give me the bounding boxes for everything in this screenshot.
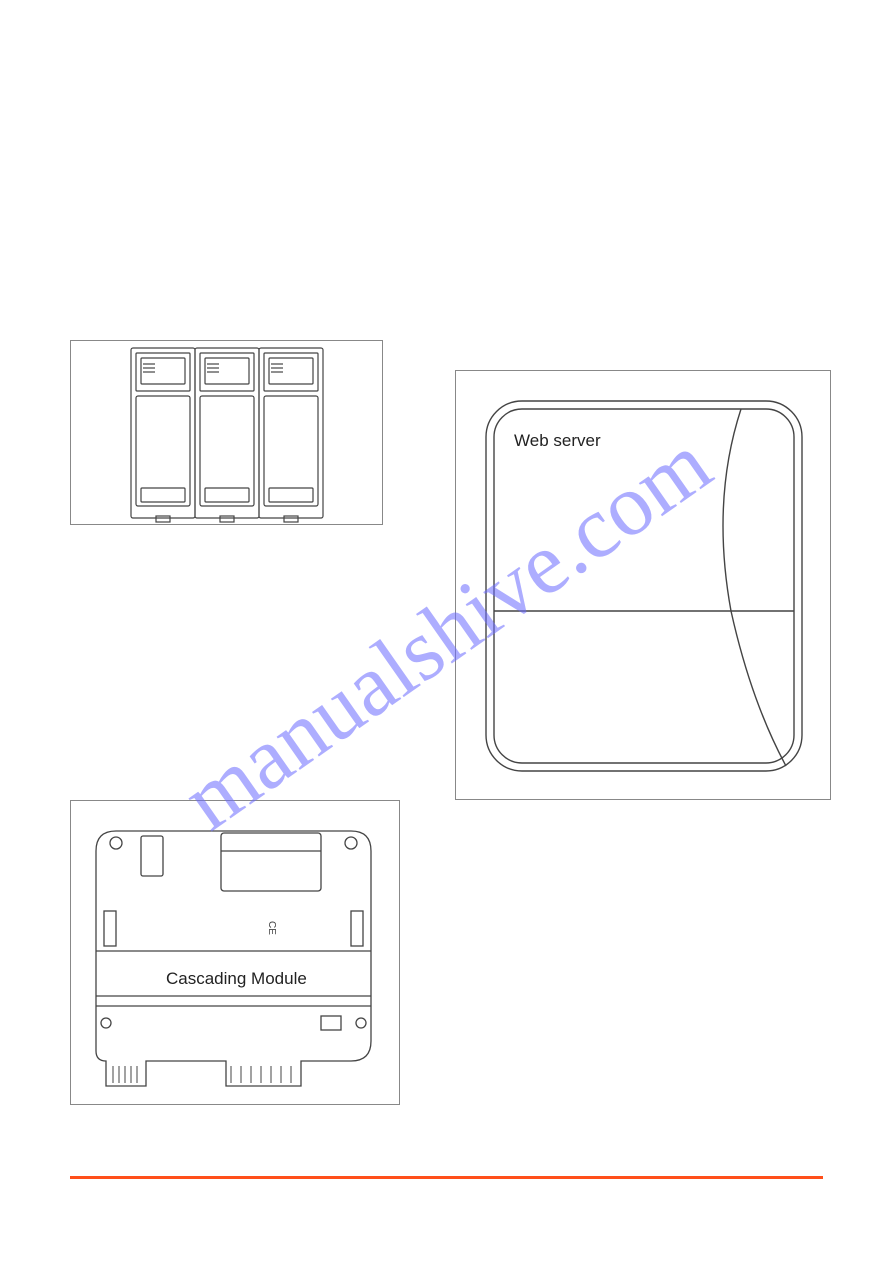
footer-rule (70, 1176, 823, 1179)
web-server-label: Web server (514, 431, 601, 451)
cascading-module-label: Cascading Module (166, 969, 307, 989)
figure-cascading-module: CE Cascading Module (70, 800, 400, 1105)
ce-mark: CE (266, 921, 277, 935)
figure-three-modules (70, 340, 383, 525)
figure-web-server: Web server (455, 370, 831, 800)
